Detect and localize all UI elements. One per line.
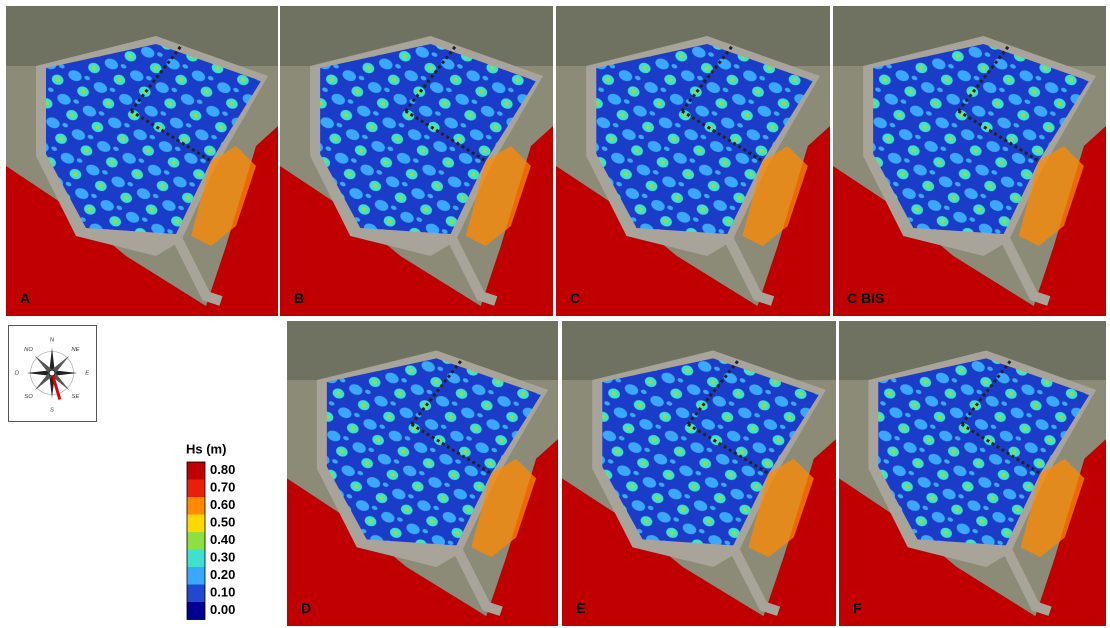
panel: A [6, 6, 278, 316]
panel-label: A [20, 290, 30, 306]
map [6, 6, 278, 316]
compass-label: NE [71, 347, 79, 353]
map [287, 321, 558, 626]
panel: C [556, 6, 830, 316]
map [833, 6, 1106, 316]
legend-label: 0.00 [210, 602, 235, 617]
legend-swatch [187, 515, 205, 533]
compass-label: S [50, 408, 54, 414]
panel-label: F [853, 600, 862, 616]
panel: D [287, 321, 558, 626]
compass-label: N [50, 337, 55, 343]
legend-label: 0.30 [210, 550, 235, 565]
compass: N NE E SE S SO O NO [8, 325, 97, 422]
page: {"panels": [ {"label": "A"}, {"label": "… [0, 0, 1110, 628]
panel: E [562, 321, 836, 626]
panel-label: B [294, 290, 304, 306]
panel: B [280, 6, 553, 316]
legend: Hs (m) 0.80 0.70 0.60 0.50 0.40 0.30 0.20 0.10 0… [170, 440, 260, 625]
legend-label: 0.10 [210, 585, 235, 600]
legend-label: 0.60 [210, 497, 235, 512]
legend-swatch [187, 462, 205, 480]
panel: C BIS [833, 6, 1106, 316]
legend-swatch [187, 602, 205, 620]
legend-swatch [187, 532, 205, 550]
panel-label: E [576, 600, 585, 616]
compass-label: E [85, 371, 89, 377]
legend-label: 0.40 [210, 532, 235, 547]
legend-swatch [187, 550, 205, 568]
legend-swatch [187, 480, 205, 498]
legend-swatch [187, 585, 205, 603]
legend-swatch [187, 567, 205, 585]
panel-label: D [301, 600, 311, 616]
panel-label: C BIS [847, 290, 884, 306]
legend-swatch [187, 497, 205, 515]
map [556, 6, 830, 316]
compass-label: SO [24, 394, 33, 400]
panel: F [839, 321, 1106, 626]
legend-label: 0.50 [210, 515, 235, 530]
panel-label: C [570, 290, 580, 306]
legend-label: 0.80 [210, 462, 235, 477]
compass-label: NO [24, 347, 33, 353]
legend-title: Hs (m) [186, 441, 226, 456]
legend-label: 0.20 [210, 567, 235, 582]
legend-label: 0.70 [210, 480, 235, 495]
map [839, 321, 1106, 626]
map [280, 6, 553, 316]
compass-label: O [15, 371, 20, 377]
compass-label: SE [72, 394, 80, 400]
map [562, 321, 836, 626]
